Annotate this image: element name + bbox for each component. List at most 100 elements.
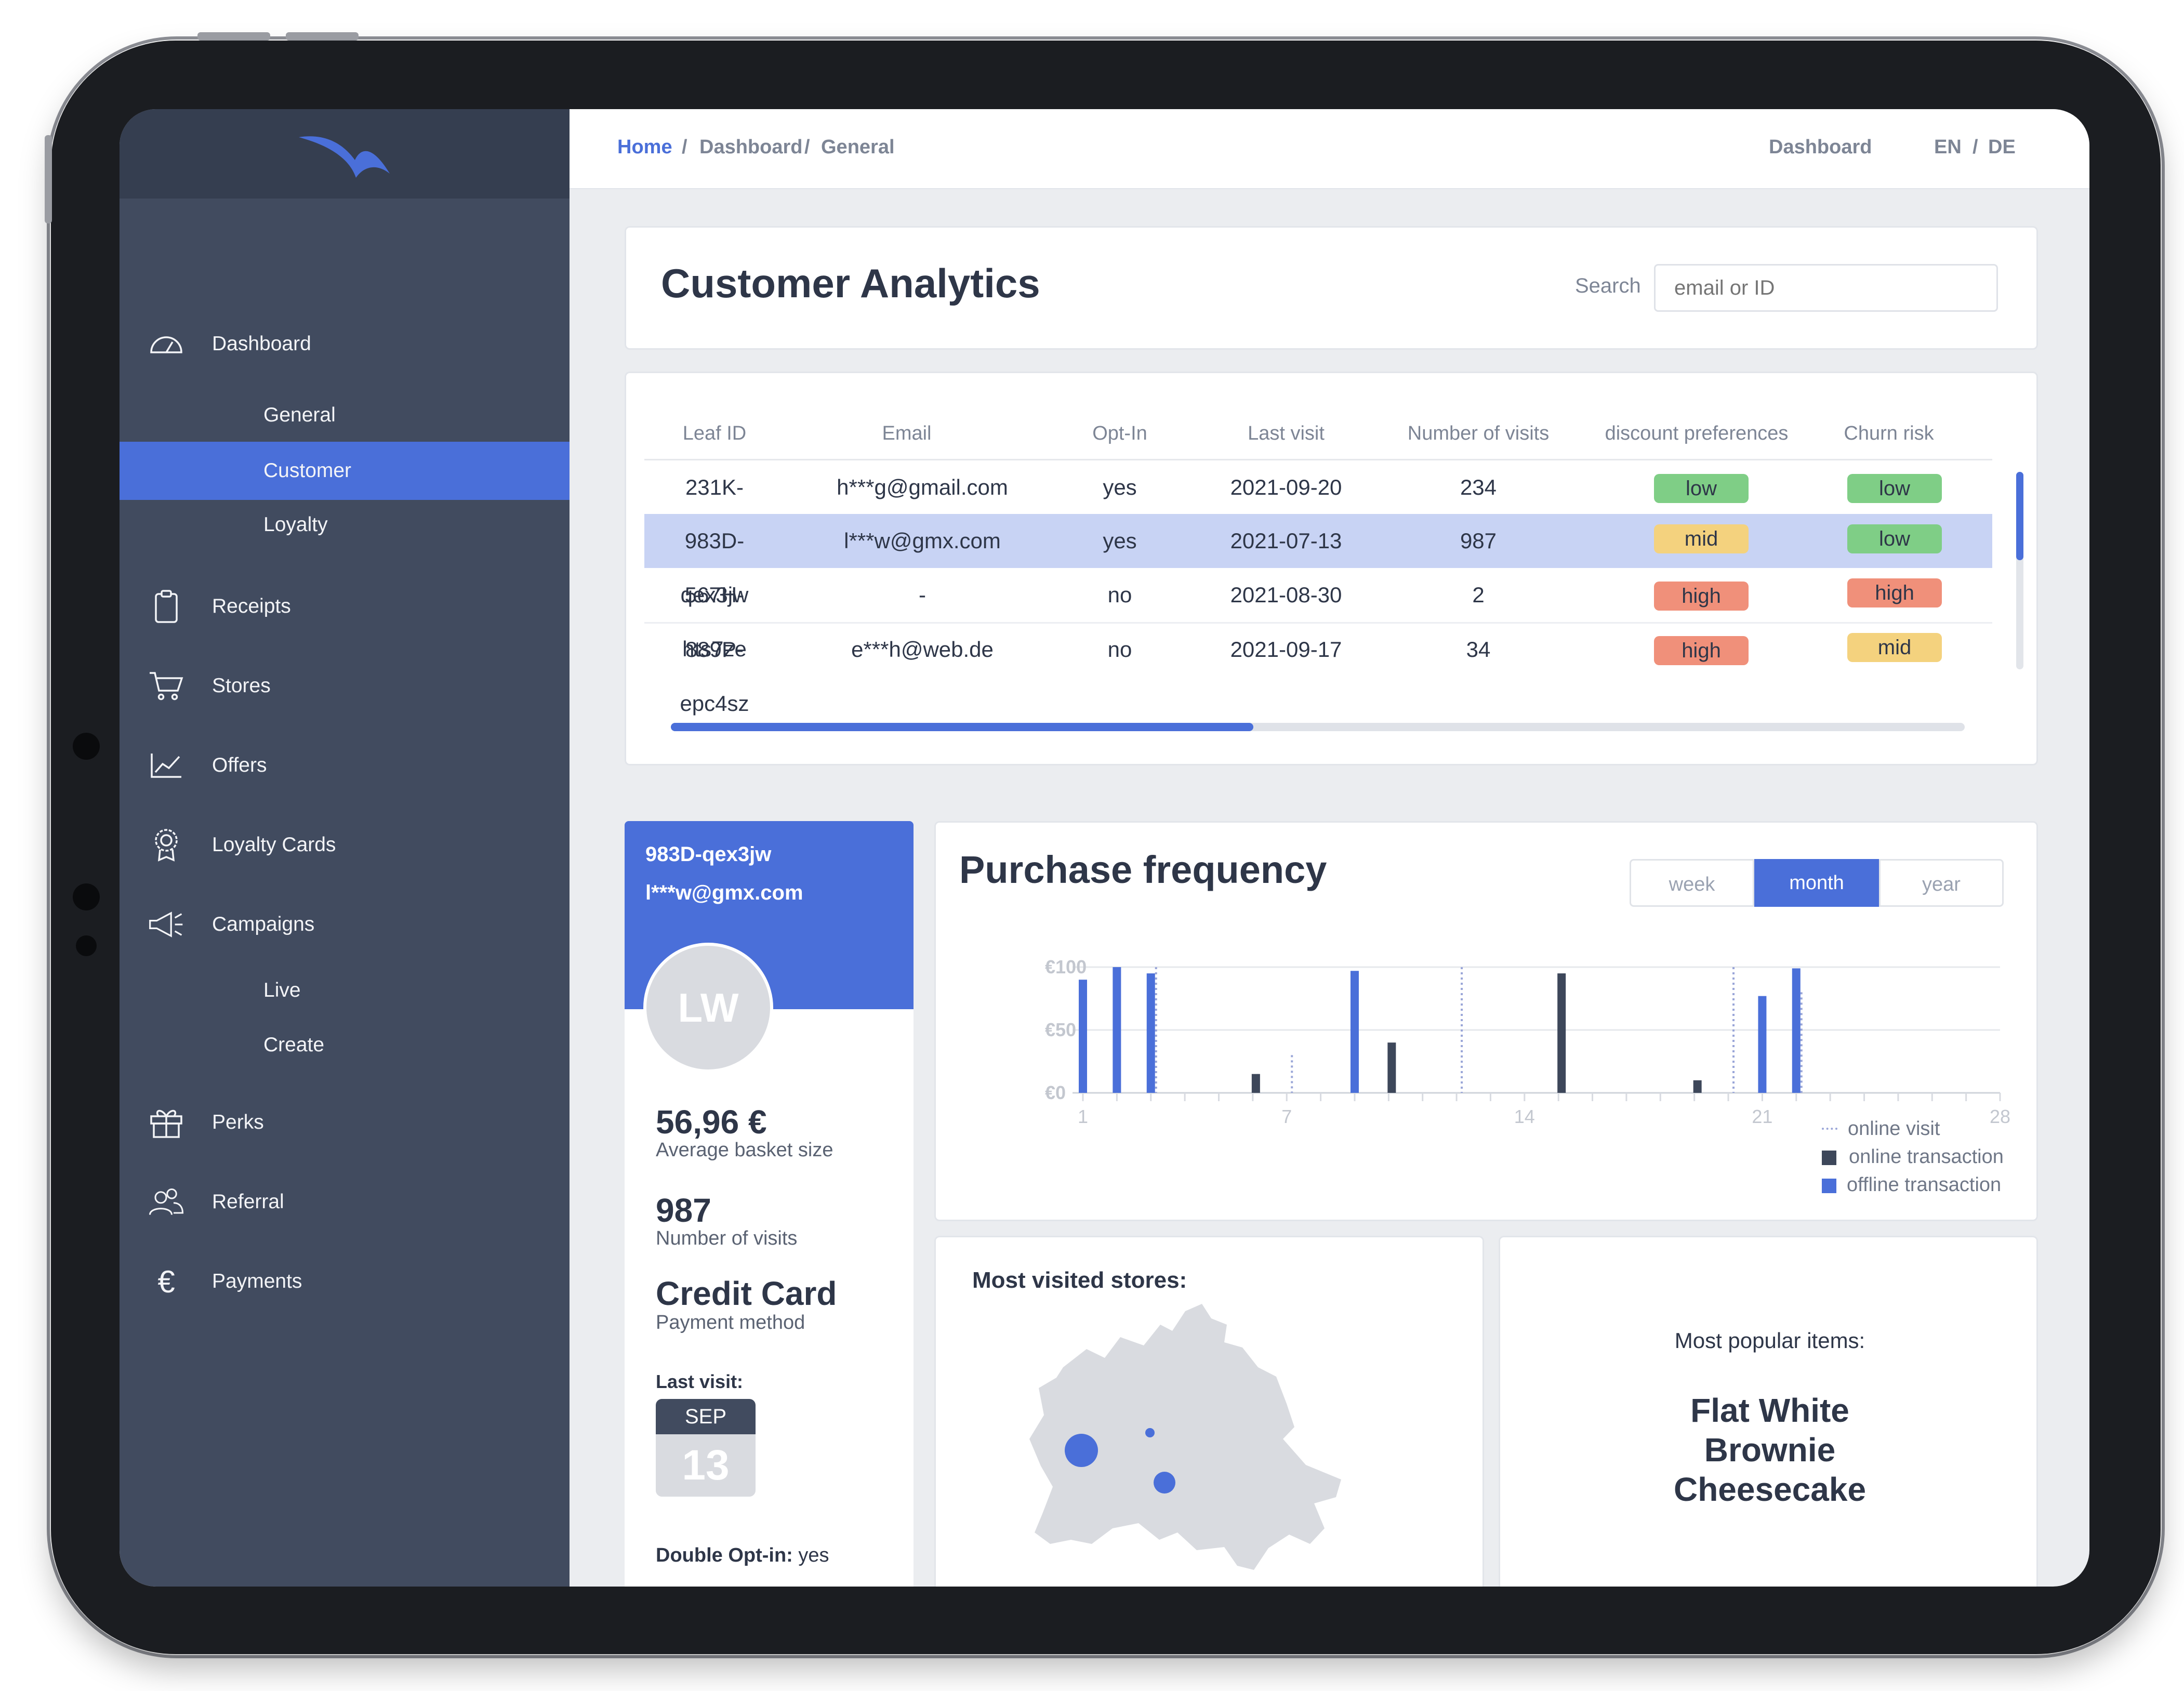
breadcrumb-general[interactable]: General <box>821 136 895 158</box>
cell-optin: no <box>1107 583 1132 607</box>
popular-item: Brownie <box>1704 1431 1836 1469</box>
sidebar-subitem-customer[interactable]: Customer <box>120 442 570 500</box>
vertical-scrollbar[interactable] <box>2016 472 2023 669</box>
discount-badge: high <box>1654 582 1749 611</box>
table-row[interactable]: 231K-jns2ks h***g@gmail.com yes 2021-09-… <box>644 460 1992 553</box>
cell-leaf-id: 889P-epc4sz <box>680 637 749 716</box>
cell-email: h***g@gmail.com <box>837 475 1008 499</box>
logo-area <box>120 109 570 199</box>
legend-online-visit: online visit <box>1822 1118 1940 1140</box>
sidebar-item-referral[interactable]: Referral <box>120 1179 570 1225</box>
tab-year[interactable]: year <box>1879 859 2004 907</box>
badge-icon <box>148 827 184 863</box>
euro-icon: € <box>157 1264 175 1299</box>
cell-leaf-id: 983D-qex3jw <box>680 529 749 607</box>
horizontal-scrollbar[interactable] <box>671 723 1965 731</box>
table-row[interactable]: 567H-hts7ze - no 2021-08-30 2 high high <box>644 568 1992 661</box>
column-header[interactable]: Leaf ID <box>682 422 747 444</box>
sidebar-subitem-loyalty[interactable]: Loyalty <box>120 496 570 554</box>
x-tick-label: 28 <box>1990 1106 2010 1127</box>
tab-month[interactable]: month <box>1754 859 1879 907</box>
online-transaction-bar <box>1387 1042 1396 1093</box>
cell-optin: yes <box>1103 475 1137 499</box>
sidebar-item-stores[interactable]: Stores <box>120 663 570 709</box>
camera-icon <box>73 883 100 910</box>
table-row-selected[interactable]: 983D-qex3jw l***w@gmx.com yes 2021-07-13… <box>644 514 1992 607</box>
popular-item: Flat White <box>1690 1392 1849 1429</box>
legend-swatch <box>1822 1127 1837 1132</box>
lang-separator: / <box>1973 136 1978 158</box>
gift-icon <box>148 1104 184 1141</box>
top-bar: Home / Dashboard / General Dashboard EN … <box>570 109 2089 189</box>
column-header[interactable]: Last visit <box>1248 422 1325 444</box>
breadcrumb-dashboard[interactable]: Dashboard <box>699 136 803 158</box>
cell-email: - <box>919 583 926 607</box>
churn-badge: high <box>1847 578 1942 607</box>
hardware-button <box>45 135 52 223</box>
hardware-button <box>286 32 359 41</box>
sidebar-item-label: Stores <box>212 675 271 697</box>
churn-badge: low <box>1847 474 1942 503</box>
sidebar-item-payments[interactable]: € Payments <box>120 1258 570 1305</box>
cell-visits: 987 <box>1460 529 1497 553</box>
sidebar-subitem-label: General <box>263 404 336 426</box>
topbar-dashboard-link[interactable]: Dashboard <box>1769 136 1872 158</box>
discount-badge: mid <box>1654 524 1749 553</box>
sidebar-item-offers[interactable]: Offers <box>120 742 570 789</box>
tab-week[interactable]: week <box>1630 859 1754 907</box>
sidebar-subitem-live[interactable]: Live <box>120 961 570 1020</box>
lang-en-button[interactable]: EN <box>1934 136 1962 158</box>
y-tick-label: €0 <box>1045 1082 1066 1103</box>
cart-icon <box>148 668 184 704</box>
basket-label: Average basket size <box>656 1139 833 1161</box>
users-icon <box>148 1184 184 1220</box>
churn-badge: mid <box>1847 633 1942 662</box>
cell-last-visit: 2021-07-13 <box>1230 529 1342 553</box>
sidebar-subitem-create[interactable]: Create <box>120 1016 570 1074</box>
column-header[interactable]: Opt-In <box>1092 422 1147 444</box>
table-row[interactable]: 889P-epc4sz e***h@web.de no 2021-09-17 3… <box>644 623 1992 716</box>
legend-online-transaction: online transaction <box>1822 1146 2004 1168</box>
column-header[interactable]: Email <box>882 422 932 444</box>
sidebar-item-dashboard[interactable]: Dashboard <box>120 321 570 367</box>
purchase-frequency-card: Purchase frequency week month year €100 €… <box>934 821 2038 1221</box>
page-title: Customer Analytics <box>661 260 1040 306</box>
legend-label: online visit <box>1848 1118 1940 1140</box>
sidebar-item-receipts[interactable]: Receipts <box>120 583 570 630</box>
megaphone-icon <box>148 906 184 943</box>
y-tick-label: €100 <box>1045 956 1087 977</box>
customer-table-card: Leaf ID Email Opt-In Last visit Number o… <box>625 372 2038 765</box>
x-tick-label: 14 <box>1514 1106 1535 1127</box>
column-header[interactable]: discount preferences <box>1605 422 1789 444</box>
sidebar-item-loyalty-cards[interactable]: Loyalty Cards <box>120 822 570 868</box>
payment-value: Credit Card <box>656 1275 837 1312</box>
sidebar-subitem-label: Live <box>263 979 301 1001</box>
online-transaction-bar <box>1251 1074 1260 1093</box>
cell-visits: 234 <box>1460 475 1497 499</box>
camera-icon <box>76 935 97 956</box>
camera-icon <box>73 733 100 760</box>
legend-swatch <box>1822 1150 1836 1165</box>
sidebar-item-campaigns[interactable]: Campaigns <box>120 901 570 948</box>
cell-last-visit: 2021-08-30 <box>1230 583 1342 607</box>
x-tick-label: 1 <box>1078 1106 1088 1127</box>
lang-de-button[interactable]: DE <box>1988 136 2016 158</box>
double-optin-row: Double Opt-in: yes <box>656 1544 829 1567</box>
cell-optin: yes <box>1103 529 1137 553</box>
scrollbar-thumb[interactable] <box>671 723 1253 731</box>
sidebar-subitem-general[interactable]: General <box>120 386 570 444</box>
search-input[interactable] <box>1654 264 1998 312</box>
sidebar-item-perks[interactable]: Perks <box>120 1099 570 1146</box>
sidebar-item-label: Dashboard <box>212 333 311 355</box>
breadcrumb-home[interactable]: Home <box>617 136 672 158</box>
column-header[interactable]: Number of visits <box>1407 422 1550 444</box>
offline-transaction-bar <box>1113 967 1121 1093</box>
sidebar-item-label: Referral <box>212 1191 284 1213</box>
bird-logo-icon[interactable] <box>294 128 398 180</box>
column-header[interactable]: Churn risk <box>1844 422 1934 444</box>
sidebar-subitem-label: Create <box>263 1034 325 1056</box>
visits-label: Number of visits <box>656 1227 798 1249</box>
sidebar-subitem-label: Customer <box>263 459 352 482</box>
cell-leaf-id: 231K-jns2ks <box>683 475 745 553</box>
scrollbar-thumb[interactable] <box>2016 472 2023 560</box>
